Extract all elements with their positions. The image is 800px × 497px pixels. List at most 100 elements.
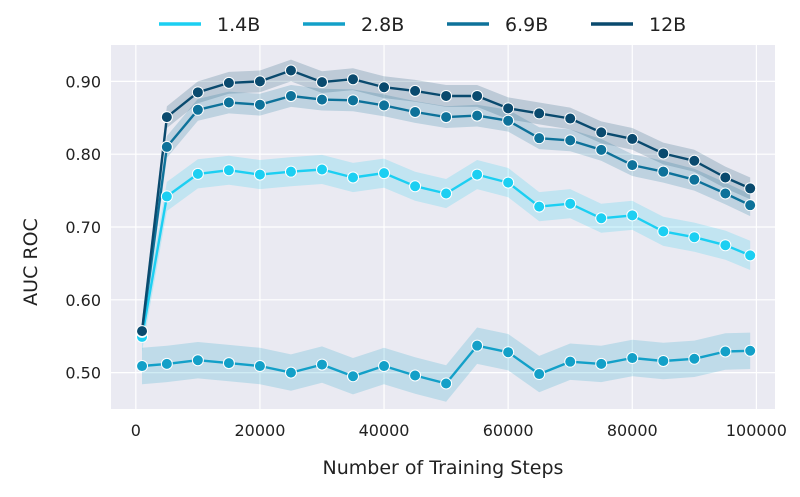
point-2.8B bbox=[657, 354, 670, 367]
point-2.8B bbox=[160, 357, 173, 370]
point-12B bbox=[502, 102, 515, 115]
point-2.8B bbox=[564, 355, 577, 368]
y-tick-label: 0.70 bbox=[65, 218, 101, 237]
point-6.9B bbox=[719, 187, 732, 200]
point-12B bbox=[378, 81, 391, 94]
point-6.9B bbox=[409, 105, 422, 118]
point-1.4B bbox=[378, 167, 391, 180]
legend-item-12B: 12B bbox=[591, 14, 686, 36]
point-12B bbox=[160, 111, 173, 124]
point-6.9B bbox=[688, 173, 701, 186]
point-12B bbox=[136, 325, 149, 338]
y-axis-ticks: 0.50 0.60 0.70 0.80 0.90 bbox=[65, 72, 101, 382]
x-tick-label: 100000 bbox=[726, 421, 787, 440]
point-2.8B bbox=[744, 344, 757, 357]
point-2.8B bbox=[347, 370, 360, 383]
point-6.9B bbox=[502, 114, 515, 127]
point-1.4B bbox=[688, 231, 701, 244]
band-2.8B bbox=[142, 327, 751, 402]
point-1.4B bbox=[564, 197, 577, 210]
y-tick-label: 0.50 bbox=[65, 364, 101, 383]
legend-label: 12B bbox=[649, 14, 686, 36]
point-6.9B bbox=[744, 199, 757, 212]
x-tick-label: 80000 bbox=[607, 421, 658, 440]
y-tick-label: 0.80 bbox=[65, 145, 101, 164]
point-6.9B bbox=[253, 98, 266, 111]
point-6.9B bbox=[315, 93, 328, 106]
point-6.9B bbox=[440, 111, 453, 124]
point-12B bbox=[440, 89, 453, 102]
x-tick-label: 60000 bbox=[483, 421, 534, 440]
point-2.8B bbox=[595, 357, 608, 370]
point-6.9B bbox=[626, 159, 639, 172]
point-1.4B bbox=[160, 190, 173, 203]
point-1.4B bbox=[191, 167, 204, 180]
point-1.4B bbox=[471, 168, 484, 181]
point-2.8B bbox=[315, 358, 328, 371]
point-1.4B bbox=[315, 163, 328, 176]
point-2.8B bbox=[626, 352, 639, 365]
x-axis-ticks: 0 20000 40000 60000 80000 100000 bbox=[131, 421, 787, 440]
x-tick-label: 0 bbox=[131, 421, 141, 440]
x-tick-label: 40000 bbox=[359, 421, 410, 440]
legend-item-2.8B: 2.8B bbox=[303, 14, 404, 36]
point-12B bbox=[409, 84, 422, 97]
point-2.8B bbox=[409, 369, 422, 382]
point-12B bbox=[222, 76, 235, 89]
y-tick-label: 0.90 bbox=[65, 72, 101, 91]
point-6.9B bbox=[222, 96, 235, 109]
point-2.8B bbox=[533, 368, 546, 381]
legend-item-6.9B: 6.9B bbox=[447, 14, 548, 36]
legend: 1.4B 2.8B 6.9B 12B bbox=[159, 14, 686, 36]
legend-label: 1.4B bbox=[217, 14, 260, 36]
band-1.4B bbox=[142, 154, 751, 352]
point-12B bbox=[595, 126, 608, 139]
point-1.4B bbox=[347, 171, 360, 184]
point-12B bbox=[315, 76, 328, 89]
point-12B bbox=[719, 171, 732, 184]
point-2.8B bbox=[688, 352, 701, 365]
point-12B bbox=[564, 112, 577, 125]
point-1.4B bbox=[222, 164, 235, 177]
point-1.4B bbox=[626, 209, 639, 222]
point-1.4B bbox=[744, 249, 757, 262]
point-12B bbox=[191, 86, 204, 99]
point-2.8B bbox=[253, 360, 266, 373]
point-1.4B bbox=[253, 168, 266, 181]
legend-label: 2.8B bbox=[361, 14, 404, 36]
point-12B bbox=[744, 182, 757, 195]
point-2.8B bbox=[502, 346, 515, 359]
point-12B bbox=[347, 73, 360, 86]
point-1.4B bbox=[657, 225, 670, 238]
point-2.8B bbox=[471, 339, 484, 352]
legend-item-1.4B: 1.4B bbox=[159, 14, 260, 36]
y-tick-label: 0.60 bbox=[65, 291, 101, 310]
legend-label: 6.9B bbox=[505, 14, 548, 36]
point-2.8B bbox=[440, 377, 453, 390]
point-12B bbox=[253, 75, 266, 88]
point-1.4B bbox=[284, 165, 297, 178]
point-12B bbox=[626, 132, 639, 145]
point-2.8B bbox=[222, 357, 235, 370]
point-1.4B bbox=[409, 180, 422, 193]
point-2.8B bbox=[378, 360, 391, 373]
point-6.9B bbox=[347, 94, 360, 107]
point-12B bbox=[688, 154, 701, 167]
point-1.4B bbox=[595, 212, 608, 225]
point-2.8B bbox=[191, 354, 204, 367]
y-axis-label: AUC ROC bbox=[20, 218, 42, 306]
point-6.9B bbox=[471, 109, 484, 122]
point-12B bbox=[284, 64, 297, 77]
point-1.4B bbox=[440, 187, 453, 200]
point-12B bbox=[533, 107, 546, 120]
point-1.4B bbox=[719, 239, 732, 252]
point-1.4B bbox=[502, 176, 515, 189]
point-2.8B bbox=[284, 366, 297, 379]
point-6.9B bbox=[595, 143, 608, 156]
point-12B bbox=[657, 147, 670, 160]
point-6.9B bbox=[160, 140, 173, 153]
point-6.9B bbox=[533, 132, 546, 145]
point-6.9B bbox=[191, 103, 204, 116]
point-2.8B bbox=[719, 345, 732, 358]
